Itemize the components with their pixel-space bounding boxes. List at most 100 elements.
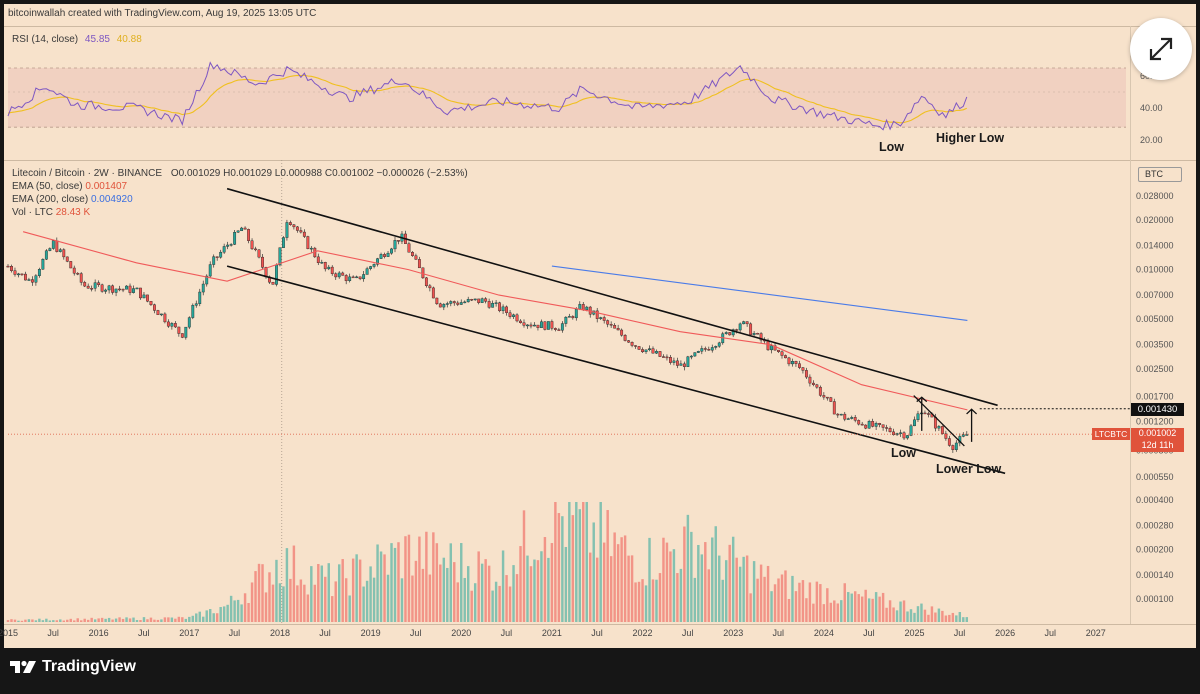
price-candle [498,302,502,312]
volume-bar [871,598,874,622]
volume-bar [704,542,707,622]
price-candle [191,305,195,318]
expand-button[interactable] [1130,18,1192,80]
price-candle [421,267,425,279]
volume-bar [630,555,634,622]
price-axis-tick: 0.000280 [1136,520,1174,530]
time-axis-label: Jul [47,628,59,638]
price-candle [24,273,27,281]
volume-bar [79,620,83,622]
price-candle [295,226,299,231]
volume-bar [250,582,254,622]
tradingview-logo[interactable]: TradingView [10,658,136,676]
volume-bar [599,502,602,622]
volume-label: Vol · LTC [12,207,53,218]
price-candle [700,348,704,352]
volume-bar [247,603,250,622]
price-candle [271,281,275,285]
time-axis-label: Jul [138,628,150,638]
volume-bar [400,578,404,622]
price-candle [351,276,355,279]
volume-bar [840,600,843,622]
volume-bar [798,582,801,622]
volume-bar [609,556,613,622]
price-axis-tick: 0.014000 [1136,241,1174,251]
volume-bar [341,559,344,622]
volume-bar [240,604,243,622]
price-candle [173,323,177,328]
price-candle [951,445,955,450]
price-candle [731,329,735,336]
price-axis-tick: 0.028000 [1136,191,1174,201]
price-candle [292,224,296,228]
price-candle [804,370,808,378]
price-candle [470,299,474,301]
price-candle [595,310,599,319]
rsi-legend-value: 45.85 [84,34,110,45]
price-candle [662,356,665,358]
volume-bar [540,551,543,622]
volume-bar [55,620,59,622]
price-candle [602,317,606,321]
price-candle [334,273,338,278]
volume-bar [73,620,76,622]
ema50-label: EMA (50, close) [12,181,83,192]
price-candle [65,256,69,262]
price-candle [459,302,463,305]
volume-bar [369,566,372,622]
price-candle [48,248,52,251]
price-candle [348,276,352,282]
volume-bar [125,617,128,622]
price-candle [791,361,794,365]
price-candle [689,355,693,358]
price-candle [811,382,815,385]
volume-bar [745,555,749,622]
price-candle [30,279,34,283]
price-candle [818,386,822,396]
volume-bar [711,537,714,622]
volume-bar [66,619,69,622]
price-candle [390,248,393,254]
ema200-value: 0.004920 [90,194,133,205]
price-candle [149,300,153,305]
price-candle [365,268,369,275]
price-axis-tick: 0.000200 [1136,544,1174,554]
volume-bar [38,618,41,622]
price-candle [644,349,648,353]
volume-bar [742,556,745,622]
volume-bar [153,619,156,622]
price-candle [435,297,439,305]
price-candle [282,237,285,248]
volume-bar [351,558,355,622]
volume-bar [453,562,456,622]
price-candle [341,272,345,276]
price-candle [358,276,362,280]
volume-bar [324,576,327,622]
price-candle [212,256,216,265]
volume-bar [644,585,648,622]
expand-arrows-icon [1149,37,1173,61]
price-candle [438,303,442,308]
volume-bar [693,577,697,622]
price-candle [316,256,320,264]
volume-bar [268,572,271,622]
volume-bar [191,615,195,622]
footer-bar [0,648,1200,694]
volume-bar [456,582,459,622]
price-candle [536,324,540,328]
price-candle [125,285,128,290]
price-candle [546,321,550,330]
price-candle [703,348,707,350]
volume-bar [902,600,906,622]
volume-bar [86,619,90,622]
price-candle [780,351,784,356]
volume-bar [146,619,149,622]
volume-bar [135,620,139,622]
volume-bar [634,582,637,622]
volume-bar [623,535,627,622]
volume-bar [442,557,446,622]
volume-bar [439,564,442,622]
volume-bar [637,581,641,622]
price-candle [749,323,753,335]
price-candle [72,267,76,274]
